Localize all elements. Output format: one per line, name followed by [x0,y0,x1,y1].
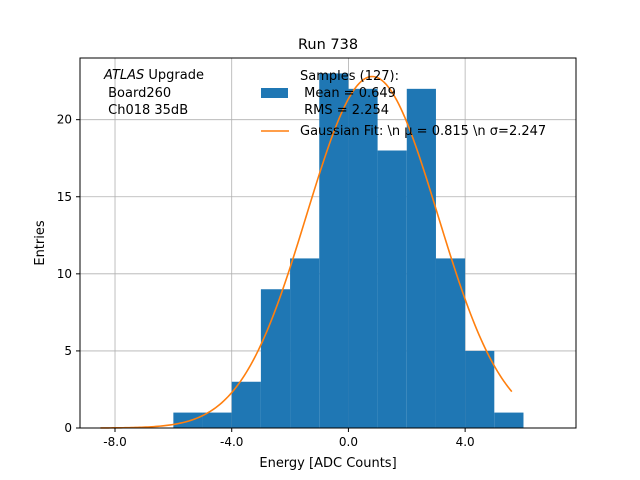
legend-fit-label: Gaussian Fit: \n μ = 0.815 \n σ=2.247 [300,124,546,139]
x-tick-label: 0.0 [339,435,358,449]
y-tick-label: 0 [64,421,72,435]
histogram-bar [231,381,261,428]
y-tick-label: 5 [64,344,72,358]
legend-samples-swatch [261,88,288,98]
atlas-label: ATLAS [103,68,144,83]
histogram-bar [260,289,291,428]
histogram-bar [202,412,232,428]
histogram-bar [406,88,436,428]
run-annotation: ATLAS Upgrade Board260 Ch018 35dB [103,68,204,118]
x-tick-label: -4.0 [220,435,243,449]
legend-samples-label: Samples (127): Mean = 0.649 RMS = 2.254 [300,69,399,118]
legend: Samples (127): Mean = 0.649 RMS = 2.254 … [261,69,546,139]
x-axis-ticks: -8.0 -4.0 0.0 4.0 [103,428,475,449]
y-axis-label: Entries [33,220,48,266]
histogram-bars [173,73,524,429]
svg-text:ATLAS Upgrade: ATLAS Upgrade [103,68,204,83]
histogram-bar [173,412,203,428]
y-tick-label: 15 [57,190,72,204]
chart-title: Run 738 [298,37,358,53]
x-tick-label: 4.0 [456,435,475,449]
x-tick-label: -8.0 [103,435,126,449]
y-axis-ticks: 0 5 10 15 20 [57,113,80,435]
histogram-bar [494,412,524,428]
histogram-bar [435,258,466,428]
histogram-bar [290,258,320,428]
plot-frame [79,57,577,429]
histogram-bar [348,88,378,428]
histogram-bar [465,350,495,428]
y-tick-label: 10 [57,267,72,281]
y-tick-label: 20 [57,113,72,127]
board-label: Board260 [104,86,171,101]
gaussian-fit-curve [100,75,513,429]
channel-label: Ch018 35dB [104,103,188,118]
upgrade-label: Upgrade [144,68,204,83]
x-axis-label: Energy [ADC Counts] [259,456,396,471]
histogram-bar [377,150,407,428]
